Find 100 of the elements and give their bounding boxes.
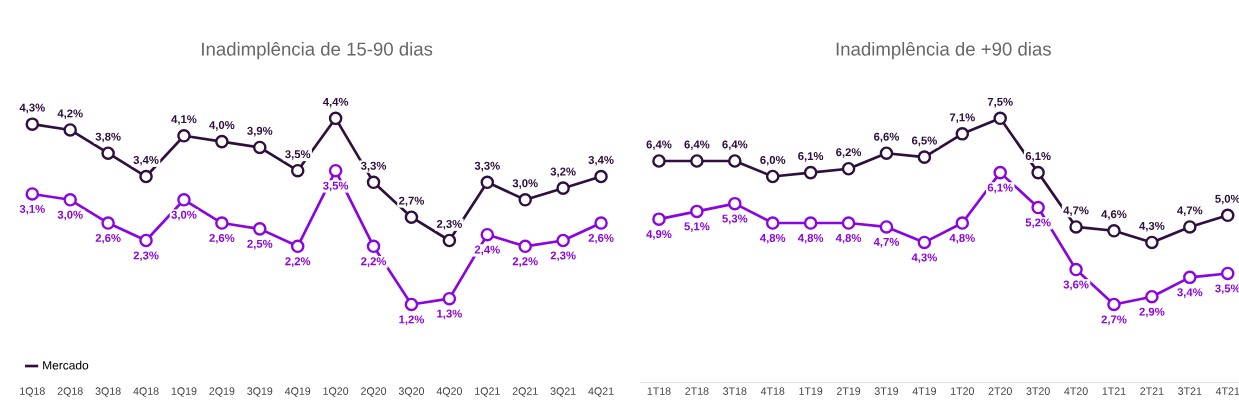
point: [101, 146, 115, 161]
data-label: 3,4%: [588, 155, 614, 166]
data-label: 5,1%: [684, 222, 710, 232]
data-label: 4,3%: [19, 103, 45, 114]
data-label: 6,4%: [684, 140, 710, 151]
data-label: 3,8%: [95, 132, 121, 143]
data-label: 2,7%: [1101, 315, 1127, 326]
data-label: 4,8%: [835, 233, 862, 244]
legend-label: Mercado: [43, 360, 89, 370]
point: [728, 196, 742, 211]
data-label: 6,1%: [1025, 152, 1051, 162]
data-label: 2,6%: [95, 233, 121, 244]
point: [1107, 224, 1121, 238]
data-label: 4,2%: [57, 109, 83, 120]
point: [1031, 200, 1045, 215]
x-tick-label: 4Q18: [133, 387, 159, 397]
x-tick-label: 3Q18: [95, 387, 121, 397]
x-tick-label: 1Q21: [475, 387, 500, 397]
data-label: 6,1%: [987, 183, 1013, 194]
x-tick-label: 3T20: [1026, 387, 1050, 395]
point: [328, 163, 343, 178]
x-tick-label: 4Q21: [588, 387, 614, 397]
data-label: 2,2%: [285, 257, 311, 267]
point: [765, 169, 780, 184]
point: [1069, 220, 1083, 234]
x-tick-label: 4T20: [1064, 387, 1088, 395]
data-label: 2,3%: [550, 251, 576, 262]
point: [879, 146, 894, 161]
point: [1145, 289, 1159, 304]
x-tick-label: 2T18: [685, 387, 709, 395]
data-label: 2,6%: [209, 233, 235, 244]
point: [556, 181, 570, 195]
point: [652, 212, 666, 226]
data-label: 4,8%: [949, 233, 975, 244]
point: [690, 154, 704, 168]
point: [25, 117, 40, 131]
point: [1183, 270, 1197, 285]
x-tick-label: 4Q19: [284, 387, 311, 397]
data-label: 6,4%: [722, 140, 748, 151]
point: [366, 175, 381, 190]
x-tick-label: 2T21: [1140, 387, 1164, 395]
point: [1107, 297, 1121, 312]
point: [366, 239, 381, 254]
point: [993, 165, 1007, 180]
point: [328, 111, 343, 126]
point: [442, 233, 457, 248]
point: [1220, 208, 1235, 223]
data-label: 4,8%: [797, 233, 824, 244]
point: [25, 187, 40, 201]
data-label: 5,3%: [722, 214, 748, 225]
data-label: 4,8%: [760, 233, 786, 244]
x-tick-label: 4T18: [760, 387, 785, 395]
x-tick-label: 1Q18: [20, 387, 45, 397]
x-tick-label: 1T21: [1102, 387, 1126, 395]
data-label: 3,0%: [57, 210, 83, 221]
point: [841, 216, 856, 230]
x-tick-label: 2Q19: [209, 387, 235, 397]
x-tick-label: 3T19: [874, 387, 899, 395]
point: [690, 204, 704, 219]
point: [63, 123, 77, 137]
x-tick-label: 3Q20: [398, 387, 425, 397]
point: [1031, 165, 1045, 180]
data-label: 3,0%: [512, 179, 538, 189]
point: [652, 154, 666, 168]
data-label: 4,6%: [1101, 210, 1127, 220]
point: [518, 239, 532, 254]
point: [177, 193, 191, 207]
data-label: 7,5%: [987, 97, 1013, 108]
x-tick-label: 4Q20: [436, 387, 462, 397]
point: [177, 129, 191, 143]
point: [480, 227, 495, 242]
x-tick-label: 2Q20: [361, 387, 387, 397]
x-tick-label: 1Q20: [323, 387, 349, 397]
data-label: 2,6%: [588, 233, 614, 244]
x-tick-label: 3Q19: [247, 387, 273, 397]
data-label: 2,2%: [512, 257, 538, 267]
x-tick-label: 2T20: [988, 387, 1012, 395]
point: [765, 216, 780, 230]
data-label: 3,5%: [323, 181, 349, 192]
point: [253, 222, 267, 236]
data-label: 1,2%: [399, 315, 425, 326]
point: [215, 134, 229, 149]
data-label: 6,0%: [760, 155, 786, 166]
data-label: 6,5%: [911, 136, 937, 147]
data-label: 4,4%: [322, 97, 349, 108]
point: [290, 239, 305, 254]
data-label: 3,4%: [1177, 288, 1203, 298]
data-label: 6,4%: [646, 140, 672, 151]
point: [404, 297, 419, 312]
point: [917, 235, 932, 250]
point: [101, 216, 115, 230]
x-tick-label: 3Q21: [550, 387, 576, 397]
chart-title: Inadimplência de +90 dias: [836, 41, 1051, 60]
data-label: 3,3%: [360, 161, 387, 172]
data-label: 1,3%: [437, 309, 462, 320]
data-label: 5,2%: [1025, 218, 1051, 229]
point: [917, 150, 932, 164]
data-label: 3,9%: [247, 126, 273, 137]
data-label: 4,7%: [1177, 206, 1203, 216]
data-label: 2,3%: [436, 219, 462, 230]
